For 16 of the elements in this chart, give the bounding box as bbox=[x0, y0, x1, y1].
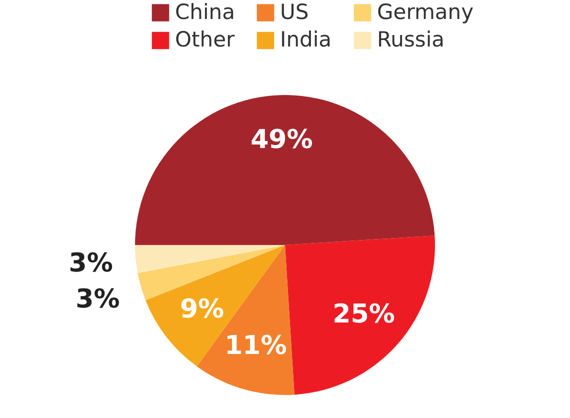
pie-slice bbox=[135, 95, 435, 245]
data-label: 25% bbox=[332, 299, 395, 330]
legend-label: Russia bbox=[377, 28, 445, 52]
pie-slice bbox=[135, 245, 285, 274]
pie-slice bbox=[146, 245, 285, 366]
data-label: 9% bbox=[180, 294, 224, 324]
data-label: 3% bbox=[76, 284, 120, 314]
legend-label: Germany bbox=[377, 0, 474, 24]
data-label: 49% bbox=[250, 125, 313, 156]
legend-label: India bbox=[280, 28, 332, 52]
pie-slice bbox=[285, 236, 435, 395]
data-label: 3% bbox=[68, 248, 113, 278]
legend-label: US bbox=[280, 0, 309, 24]
data-label: 11% bbox=[224, 330, 287, 361]
legend-label: Other bbox=[175, 28, 235, 52]
legend-label: China bbox=[175, 0, 235, 24]
